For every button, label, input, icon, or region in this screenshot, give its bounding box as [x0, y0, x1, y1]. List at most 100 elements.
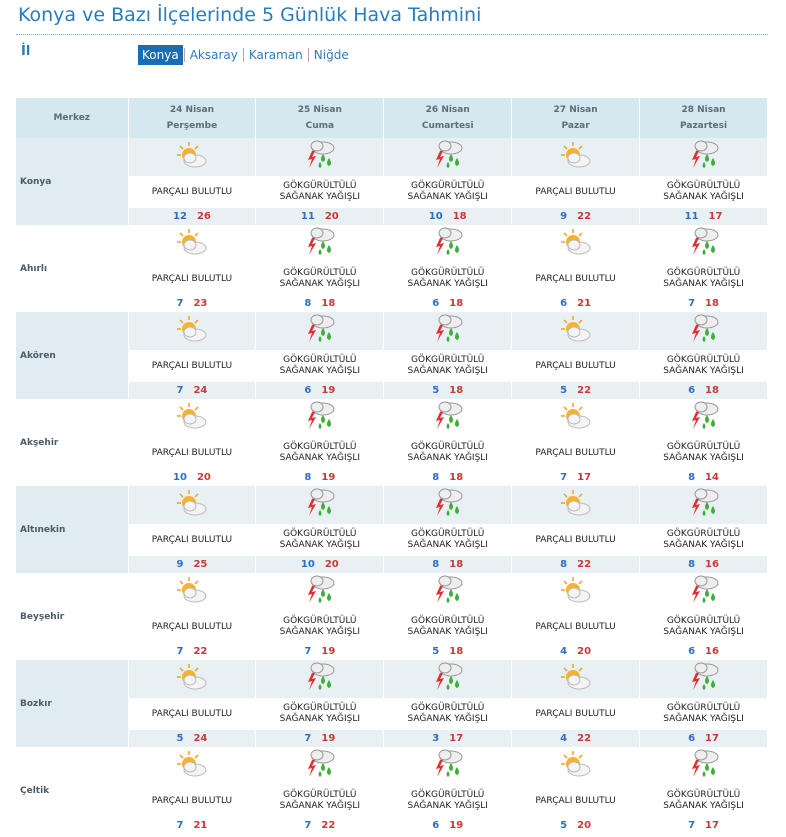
max-temp: 21: [193, 820, 208, 831]
min-temp: 8: [304, 298, 312, 309]
condition-text: GÖKGÜRÜLTÜLÜ SAĞANAK YAĞIŞLI: [663, 790, 744, 811]
tab[interactable]: Konya: [138, 45, 183, 65]
temperature-cell: 7 19: [255, 643, 385, 660]
condition-text: GÖKGÜRÜLTÜLÜ SAĞANAK YAĞIŞLI: [407, 268, 488, 289]
weather-icon: [511, 138, 641, 176]
temperature-cell: 8 16: [639, 556, 768, 573]
min-temp: 6: [432, 298, 440, 309]
day-header: 24 Nisan Perşembe: [128, 98, 257, 138]
condition-cell: PARÇALI BULUTLU: [511, 350, 641, 382]
min-temp: 8: [304, 472, 312, 483]
max-temp: 19: [321, 733, 336, 744]
max-temp: 20: [196, 472, 211, 483]
condition-text: PARÇALI BULUTLU: [535, 273, 616, 284]
max-temp: 19: [449, 820, 464, 831]
condition-row: PARÇALI BULUTLU GÖKGÜRÜLTÜLÜ SAĞANAK YAĞI…: [16, 176, 768, 208]
temperature-cell: 8 18: [383, 469, 513, 486]
condition-text: GÖKGÜRÜLTÜLÜ SAĞANAK YAĞIŞLI: [407, 355, 488, 376]
min-temp: 7: [688, 298, 696, 309]
weather-icon: [639, 399, 768, 437]
condition-text: PARÇALI BULUTLU: [151, 273, 233, 284]
max-temp: 24: [193, 385, 208, 396]
max-temp: 22: [321, 820, 336, 831]
max-temp: 22: [577, 559, 592, 570]
condition-text: GÖKGÜRÜLTÜLÜ SAĞANAK YAĞIŞLI: [279, 442, 361, 463]
max-temp: 25: [193, 559, 208, 570]
weather-icon: [383, 486, 513, 524]
weather-icon: [255, 747, 385, 785]
condition-text: PARÇALI BULUTLU: [535, 447, 616, 458]
max-temp: 19: [321, 472, 336, 483]
max-temp: 16: [705, 559, 719, 570]
weather-icon: [128, 486, 257, 524]
tab[interactable]: Karaman: [248, 48, 303, 62]
max-temp: 20: [324, 211, 339, 222]
condition-text: PARÇALI BULUTLU: [151, 186, 233, 197]
condition-text: GÖKGÜRÜLTÜLÜ SAĞANAK YAĞIŞLI: [407, 181, 488, 202]
min-temp: 9: [560, 211, 568, 222]
max-temp: 14: [705, 472, 719, 483]
min-temp: 8: [432, 559, 440, 570]
temperature-cell: 8 18: [255, 295, 385, 312]
location-name: Altınekin: [16, 486, 129, 573]
min-temp: 5: [432, 646, 440, 657]
location-name: Akören: [16, 312, 129, 399]
min-temp: 5: [176, 733, 184, 744]
temperature-cell: 7 22: [128, 643, 257, 660]
condition-row: PARÇALI BULUTLU GÖKGÜRÜLTÜLÜ SAĞANAK YAĞI…: [16, 524, 768, 556]
min-temp: 6: [688, 385, 696, 396]
tabs: Konya Aksaray Karaman Niğde: [138, 45, 353, 65]
condition-text: GÖKGÜRÜLTÜLÜ SAĞANAK YAĞIŞLI: [279, 268, 361, 289]
weather-icon: [128, 312, 257, 350]
min-temp: 4: [560, 646, 568, 657]
tab[interactable]: Niğde: [313, 48, 349, 62]
condition-cell: PARÇALI BULUTLU: [511, 263, 641, 295]
day-header: 28 Nisan Pazartesi: [639, 98, 768, 138]
condition-cell: GÖKGÜRÜLTÜLÜ SAĞANAK YAĞIŞLI: [383, 785, 513, 817]
temperature-cell: 11 17: [639, 208, 768, 225]
tab[interactable]: Aksaray: [189, 48, 238, 62]
min-temp: 7: [304, 733, 312, 744]
icon-row: Beyşehir: [16, 573, 768, 660]
condition-cell: GÖKGÜRÜLTÜLÜ SAĞANAK YAĞIŞLI: [639, 785, 768, 817]
min-temp: 8: [688, 559, 696, 570]
temperature-cell: 4 20: [511, 643, 641, 660]
temperature-cell: 6 16: [639, 643, 768, 660]
weather-icon: [383, 138, 513, 176]
day-date: 27 Nisan: [553, 105, 598, 115]
condition-cell: GÖKGÜRÜLTÜLÜ SAĞANAK YAĞIŞLI: [383, 176, 513, 208]
min-temp: 3: [432, 733, 440, 744]
temperature-cell: 10 20: [255, 556, 385, 573]
icon-row: Akşehir: [16, 399, 768, 486]
max-temp: 18: [449, 559, 464, 570]
max-temp: 20: [577, 820, 592, 831]
min-temp: 11: [684, 211, 699, 222]
icon-row: Ahırlı: [16, 225, 768, 312]
condition-cell: GÖKGÜRÜLTÜLÜ SAĞANAK YAĞIŞLI: [639, 611, 768, 643]
temperature-cell: 7 19: [255, 730, 385, 747]
weather-icon: [511, 225, 641, 263]
day-weekday: Pazartesi: [680, 121, 728, 131]
condition-text: GÖKGÜRÜLTÜLÜ SAĞANAK YAĞIŞLI: [279, 181, 361, 202]
condition-cell: PARÇALI BULUTLU: [128, 611, 257, 643]
location-name: Konya: [16, 138, 129, 225]
condition-cell: GÖKGÜRÜLTÜLÜ SAĞANAK YAĞIŞLI: [383, 350, 513, 382]
condition-text: PARÇALI BULUTLU: [151, 708, 233, 719]
max-temp: 18: [449, 472, 464, 483]
weather-icon: [639, 573, 768, 611]
weather-icon: [511, 747, 641, 785]
max-temp: 22: [577, 385, 592, 396]
max-temp: 18: [452, 211, 467, 222]
temperature-cell: 11 20: [255, 208, 385, 225]
temperature-cell: 12 26: [128, 208, 257, 225]
location-name: Bozkır: [16, 660, 129, 747]
icon-row: Konya: [16, 138, 768, 225]
max-temp: 22: [577, 733, 592, 744]
condition-text: GÖKGÜRÜLTÜLÜ SAĞANAK YAĞIŞLI: [407, 790, 488, 811]
temperature-row: 7 23 8 18 6 18 6 21 7 18: [16, 295, 768, 312]
day-date: 26 Nisan: [425, 105, 470, 115]
min-temp: 10: [428, 211, 443, 222]
max-temp: 19: [321, 385, 336, 396]
temperature-cell: 7 23: [128, 295, 257, 312]
min-temp: 5: [560, 820, 568, 831]
